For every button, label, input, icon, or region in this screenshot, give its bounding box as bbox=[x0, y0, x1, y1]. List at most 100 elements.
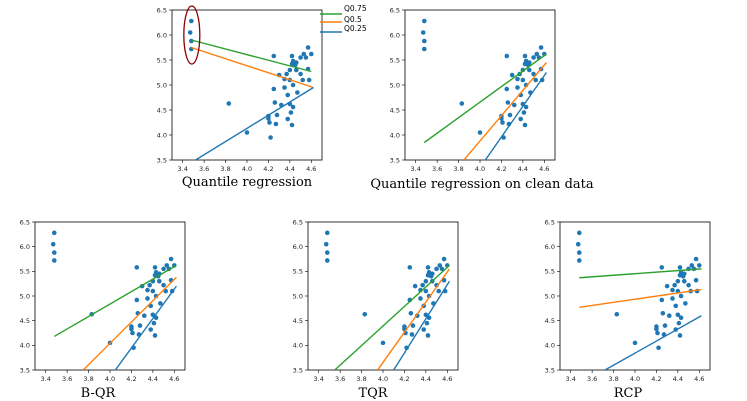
panel-rcp: 3.4 3.6 3.8 4.0 4.2 4.4 4.6 3.5 4.0 4.5 5.0 5.5 6.0 6… bbox=[545, 218, 711, 383]
x-tick-label: 4.6 bbox=[306, 165, 316, 173]
data-point bbox=[308, 51, 314, 57]
data-point bbox=[424, 320, 430, 326]
quantile-line-Q05 bbox=[82, 276, 177, 370]
data-point bbox=[439, 266, 445, 272]
data-point bbox=[271, 53, 277, 59]
data-point bbox=[531, 71, 536, 77]
data-point bbox=[520, 77, 526, 83]
y-tick-label: 5.0 bbox=[293, 292, 303, 300]
caption-rcp: RCP bbox=[614, 386, 643, 401]
data-point bbox=[282, 85, 287, 90]
data-point bbox=[421, 38, 427, 44]
data-point bbox=[324, 250, 330, 255]
data-point bbox=[268, 135, 273, 140]
data-point bbox=[266, 116, 271, 121]
data-point bbox=[576, 258, 582, 263]
data-point bbox=[130, 330, 135, 336]
data-point bbox=[441, 256, 447, 262]
data-point bbox=[673, 303, 679, 309]
y-tick-label: 3.5 bbox=[293, 366, 303, 374]
quantile-line-Q05 bbox=[377, 268, 450, 370]
data-point bbox=[521, 110, 527, 115]
data-point bbox=[436, 288, 442, 294]
data-point bbox=[666, 313, 672, 319]
data-point bbox=[678, 293, 684, 299]
data-point bbox=[522, 53, 528, 59]
outlier-highlight-ellipse bbox=[183, 5, 201, 65]
x-tick-label: 3.6 bbox=[432, 165, 442, 173]
data-point bbox=[676, 320, 682, 326]
x-tick-label: 4.0 bbox=[630, 375, 640, 383]
x-tick-label: 3.8 bbox=[356, 375, 366, 383]
x-tick-label: 3.6 bbox=[587, 375, 597, 383]
x-tick-label: 4.0 bbox=[105, 375, 115, 383]
legend-label-q75: Q0.75 bbox=[344, 4, 367, 13]
y-tick-label: 5.5 bbox=[293, 268, 303, 276]
data-point bbox=[420, 30, 426, 35]
quantile-line-Q05 bbox=[191, 46, 314, 89]
data-point bbox=[681, 271, 687, 277]
data-point bbox=[534, 51, 540, 57]
data-point bbox=[148, 327, 154, 332]
data-point bbox=[614, 311, 620, 317]
data-point bbox=[410, 323, 416, 328]
y-tick-label: 6.5 bbox=[157, 6, 167, 14]
data-point bbox=[675, 278, 681, 284]
data-point bbox=[285, 92, 291, 98]
x-tick-label: 4.4 bbox=[285, 165, 295, 173]
y-tick-label: 6.0 bbox=[157, 31, 167, 39]
x-tick-label: 3.8 bbox=[83, 375, 93, 383]
x-tick-label: 4.4 bbox=[518, 165, 528, 173]
data-point bbox=[145, 287, 150, 293]
y-tick-label: 4.0 bbox=[293, 342, 303, 350]
y-tick-label: 4.5 bbox=[293, 317, 303, 325]
data-point bbox=[273, 121, 279, 127]
data-point bbox=[324, 258, 330, 263]
legend: Q0.75 Q0.5 Q0.25 bbox=[320, 4, 367, 33]
data-point bbox=[412, 283, 418, 289]
data-point bbox=[187, 30, 193, 35]
y-tick-label: 5.0 bbox=[157, 81, 167, 89]
x-tick-label: 4.2 bbox=[496, 165, 506, 173]
data-point bbox=[659, 297, 665, 303]
data-point bbox=[407, 265, 413, 270]
legend-label-q50: Q0.5 bbox=[344, 15, 362, 24]
plot-frame bbox=[171, 9, 323, 161]
data-point bbox=[290, 82, 296, 88]
panel-quantile-regression: 3.4 3.6 3.8 4.0 4.2 4.4 4.6 3.5 4.0 4.5 5.0 5.5 6.0 6… bbox=[157, 5, 323, 173]
data-point bbox=[164, 263, 170, 268]
data-point bbox=[677, 265, 683, 270]
data-point bbox=[150, 288, 156, 294]
data-point bbox=[425, 265, 431, 270]
data-point bbox=[137, 323, 143, 328]
x-tick-label: 4.2 bbox=[126, 375, 136, 383]
data-point bbox=[576, 250, 582, 255]
x-tick-label: 4.0 bbox=[242, 165, 252, 173]
data-point bbox=[459, 101, 465, 106]
data-point bbox=[423, 278, 429, 284]
y-tick-label: 5.0 bbox=[390, 81, 400, 89]
data-point bbox=[50, 241, 56, 247]
data-point bbox=[681, 278, 687, 284]
x-tick-label: 4.6 bbox=[169, 375, 179, 383]
quantile-line-Q05 bbox=[579, 288, 702, 309]
x-tick-label: 3.8 bbox=[608, 375, 618, 383]
data-point bbox=[300, 77, 306, 83]
plot-frame bbox=[34, 221, 186, 371]
data-point bbox=[323, 241, 329, 247]
data-point bbox=[158, 301, 163, 306]
data-point bbox=[670, 287, 675, 293]
y-tick-label: 6.5 bbox=[293, 218, 303, 226]
x-tick-label: 3.6 bbox=[335, 375, 345, 383]
data-point bbox=[693, 256, 699, 262]
data-point bbox=[656, 345, 661, 351]
data-point bbox=[576, 230, 582, 236]
y-tick-label: 5.5 bbox=[20, 268, 30, 276]
y-tick-label: 5.0 bbox=[20, 292, 30, 300]
data-point bbox=[293, 60, 299, 65]
x-tick-label: 4.0 bbox=[378, 375, 388, 383]
data-point bbox=[509, 72, 515, 78]
data-point bbox=[538, 45, 544, 50]
data-point bbox=[654, 326, 659, 332]
data-point bbox=[289, 122, 295, 128]
